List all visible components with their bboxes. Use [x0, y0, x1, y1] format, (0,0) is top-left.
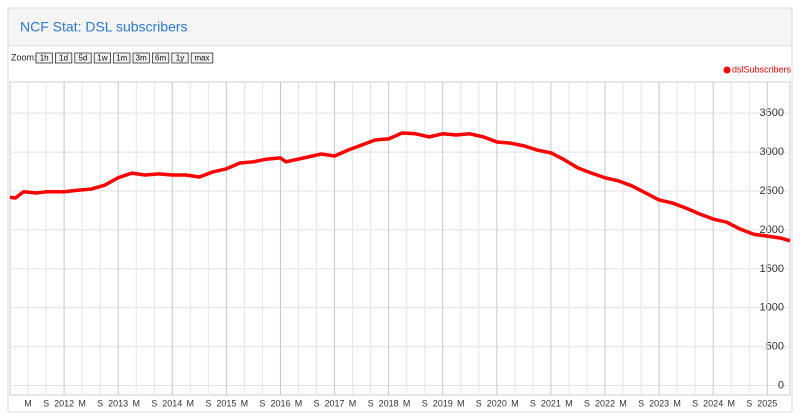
x-tick-label: M	[349, 398, 357, 408]
x-tick-label: 2015	[216, 398, 236, 408]
zoom-button[interactable]	[55, 52, 73, 64]
y-tick-label: 500	[766, 341, 784, 353]
x-tick-label: S	[746, 398, 752, 408]
x-tick-label: M	[132, 398, 140, 408]
x-tick-label: S	[530, 398, 536, 408]
x-tick-label: S	[584, 398, 590, 408]
zoom-label: Zoom:	[11, 52, 37, 62]
x-tick-label: 2012	[54, 398, 74, 408]
x-tick-label: S	[259, 398, 265, 408]
x-tick-label: 2021	[541, 398, 561, 408]
zoom-button-label[interactable]: 3m	[136, 54, 147, 63]
x-tick-label: S	[692, 398, 698, 408]
y-tick-label: 2000	[760, 224, 784, 236]
x-tick-label: M	[403, 398, 411, 408]
x-tick-label: 2018	[379, 398, 399, 408]
plot-area	[9, 81, 791, 396]
zoom-button-label[interactable]: 1y	[176, 54, 184, 63]
x-tick-label: M	[295, 398, 303, 408]
x-tick-label: M	[24, 398, 32, 408]
zoom-button[interactable]	[171, 52, 189, 64]
y-tick-label: 3500	[760, 107, 784, 119]
zoom-button-label[interactable]: max	[194, 54, 209, 63]
zoom-button-label[interactable]: 6m	[155, 54, 166, 63]
x-tick-label: S	[205, 398, 211, 408]
zoom-button[interactable]	[190, 52, 214, 64]
x-tick-label: 2016	[270, 398, 290, 408]
x-tick-label: S	[422, 398, 428, 408]
x-tick-label: M	[187, 398, 195, 408]
x-tick-label: M	[511, 398, 519, 408]
x-tick-label: 2020	[487, 398, 507, 408]
x-tick-label: S	[368, 398, 374, 408]
x-tick-label: 2013	[108, 398, 128, 408]
y-tick-label: 2500	[760, 185, 784, 197]
zoom-button[interactable]	[93, 52, 111, 64]
x-tick-label: S	[476, 398, 482, 408]
y-tick-label: 3000	[760, 146, 784, 158]
zoom-button-label[interactable]: 1w	[97, 54, 107, 63]
x-tick-label: S	[314, 398, 320, 408]
zoom-button[interactable]	[132, 52, 150, 64]
x-tick-label: 2017	[325, 398, 345, 408]
zoom-buttons: 1h 1d 5d 1w 1m 3m 6m 1y max	[35, 52, 214, 64]
zoom-button[interactable]	[74, 52, 92, 64]
x-tick-label: 2024	[703, 398, 723, 408]
panel-header	[7, 7, 793, 47]
x-tick-label: M	[673, 398, 681, 408]
x-tick-label: M	[727, 398, 735, 408]
x-tick-label: S	[151, 398, 157, 408]
zoom-button[interactable]	[151, 52, 170, 64]
y-tick-label: 1500	[760, 263, 784, 275]
x-tick-label: 2023	[649, 398, 669, 408]
zoom-button-label[interactable]: 1d	[59, 54, 68, 63]
panel-title: NCF Stat: DSL subscribers	[20, 19, 188, 35]
x-tick-label: 2014	[162, 398, 182, 408]
zoom-button-label[interactable]: 1m	[116, 54, 127, 63]
legend-marker	[723, 66, 731, 74]
x-tick-label: M	[565, 398, 573, 408]
y-tick-label: 1000	[760, 302, 784, 314]
x-tick-label: S	[97, 398, 103, 408]
zoom-button[interactable]	[35, 52, 53, 64]
x-tick-label: 2025	[757, 398, 777, 408]
x-tick-label: M	[457, 398, 465, 408]
x-tick-label: M	[619, 398, 627, 408]
zoom-button-label[interactable]: 1h	[40, 54, 49, 63]
x-tick-label: S	[43, 398, 49, 408]
x-tick-label: S	[638, 398, 644, 408]
data-line	[9, 131, 791, 243]
zoom-button[interactable]	[113, 52, 131, 64]
zoom-button-label[interactable]: 5d	[79, 54, 88, 63]
legend-label: dslSubscribers	[732, 64, 792, 74]
x-tick-label: 2022	[595, 398, 615, 408]
x-tick-label: M	[78, 398, 86, 408]
x-tick-label: M	[241, 398, 249, 408]
x-tick-label: 2019	[433, 398, 453, 408]
y-tick-label: 0	[778, 380, 784, 392]
